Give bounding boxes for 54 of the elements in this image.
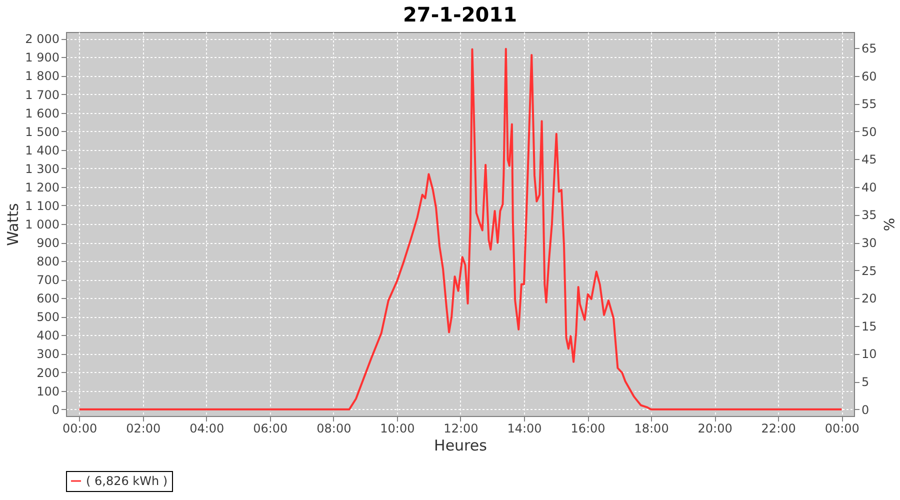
y-tick-label: 700 [36,273,60,288]
x-tick-label: 22:00 [761,422,796,436]
y2-tick-label: 55 [862,97,877,112]
y-tick-label: 1 900 [25,50,60,65]
y2-tick-label: 5 [862,375,870,390]
y2-tick-label: 20 [862,292,877,306]
legend-label: ( 6,826 kWh ) [86,474,168,488]
y-tick-label: 900 [36,236,60,250]
x-tick-label: 00:00 [824,422,860,436]
y-tick-label: 1 100 [25,198,60,213]
x-tick-label: 14:00 [507,422,542,436]
y-tick-label: 100 [36,384,60,398]
y-tick-label: 1 000 [25,218,60,232]
y-axis-title: Watts [4,203,22,246]
y-tick-label: 1 200 [25,180,60,194]
y-tick-label: 0 [52,402,60,417]
y-tick-label: 1 600 [25,106,60,120]
y-tick-label: 1 400 [25,143,60,158]
y2-tick-label: 40 [862,180,877,194]
y-tick-label: 1 500 [25,124,60,139]
y2-tick-label: 15 [862,319,877,334]
chart-title: 27-1-2011 [402,2,518,26]
x-axis-title: Heures [434,436,488,454]
y2-tick-label: 65 [862,41,877,56]
x-tick-label: 20:00 [698,422,732,436]
y2-tick-label: 45 [862,152,877,167]
x-tick-label: 04:00 [190,422,224,436]
x-tick-label: 00:00 [62,422,98,436]
y-tick-label: 800 [36,254,60,269]
y-tick-label: 500 [36,310,60,324]
y-tick-label: 2 000 [25,32,60,46]
y-tick-label: 200 [36,366,60,380]
y2-tick-label: 35 [862,208,877,222]
y-tick-label: 300 [36,347,60,362]
y2-axis-title: % [880,218,896,232]
y-tick-label: 1 300 [25,162,60,176]
y-tick-label: 1 800 [25,69,60,84]
y2-tick-label: 30 [862,236,877,250]
y-tick-label: 1 700 [25,88,60,102]
x-tick-label: 08:00 [316,422,352,436]
x-tick-label: 18:00 [634,422,669,436]
y2-tick-label: 60 [862,69,877,84]
y-tick-label: 600 [36,292,60,306]
x-tick-label: 10:00 [380,422,415,436]
x-tick-label: 06:00 [253,422,288,436]
y-tick-label: 400 [36,328,60,343]
y2-tick-label: 10 [862,347,877,362]
y2-tick-label: 50 [862,124,877,139]
line-series [78,48,843,410]
x-tick-label: 12:00 [444,422,478,436]
x-tick-label: 02:00 [126,422,161,436]
y2-tick-label: 25 [862,264,877,278]
x-tick-label: 16:00 [570,422,606,436]
y2-tick-label: 0 [862,402,870,417]
